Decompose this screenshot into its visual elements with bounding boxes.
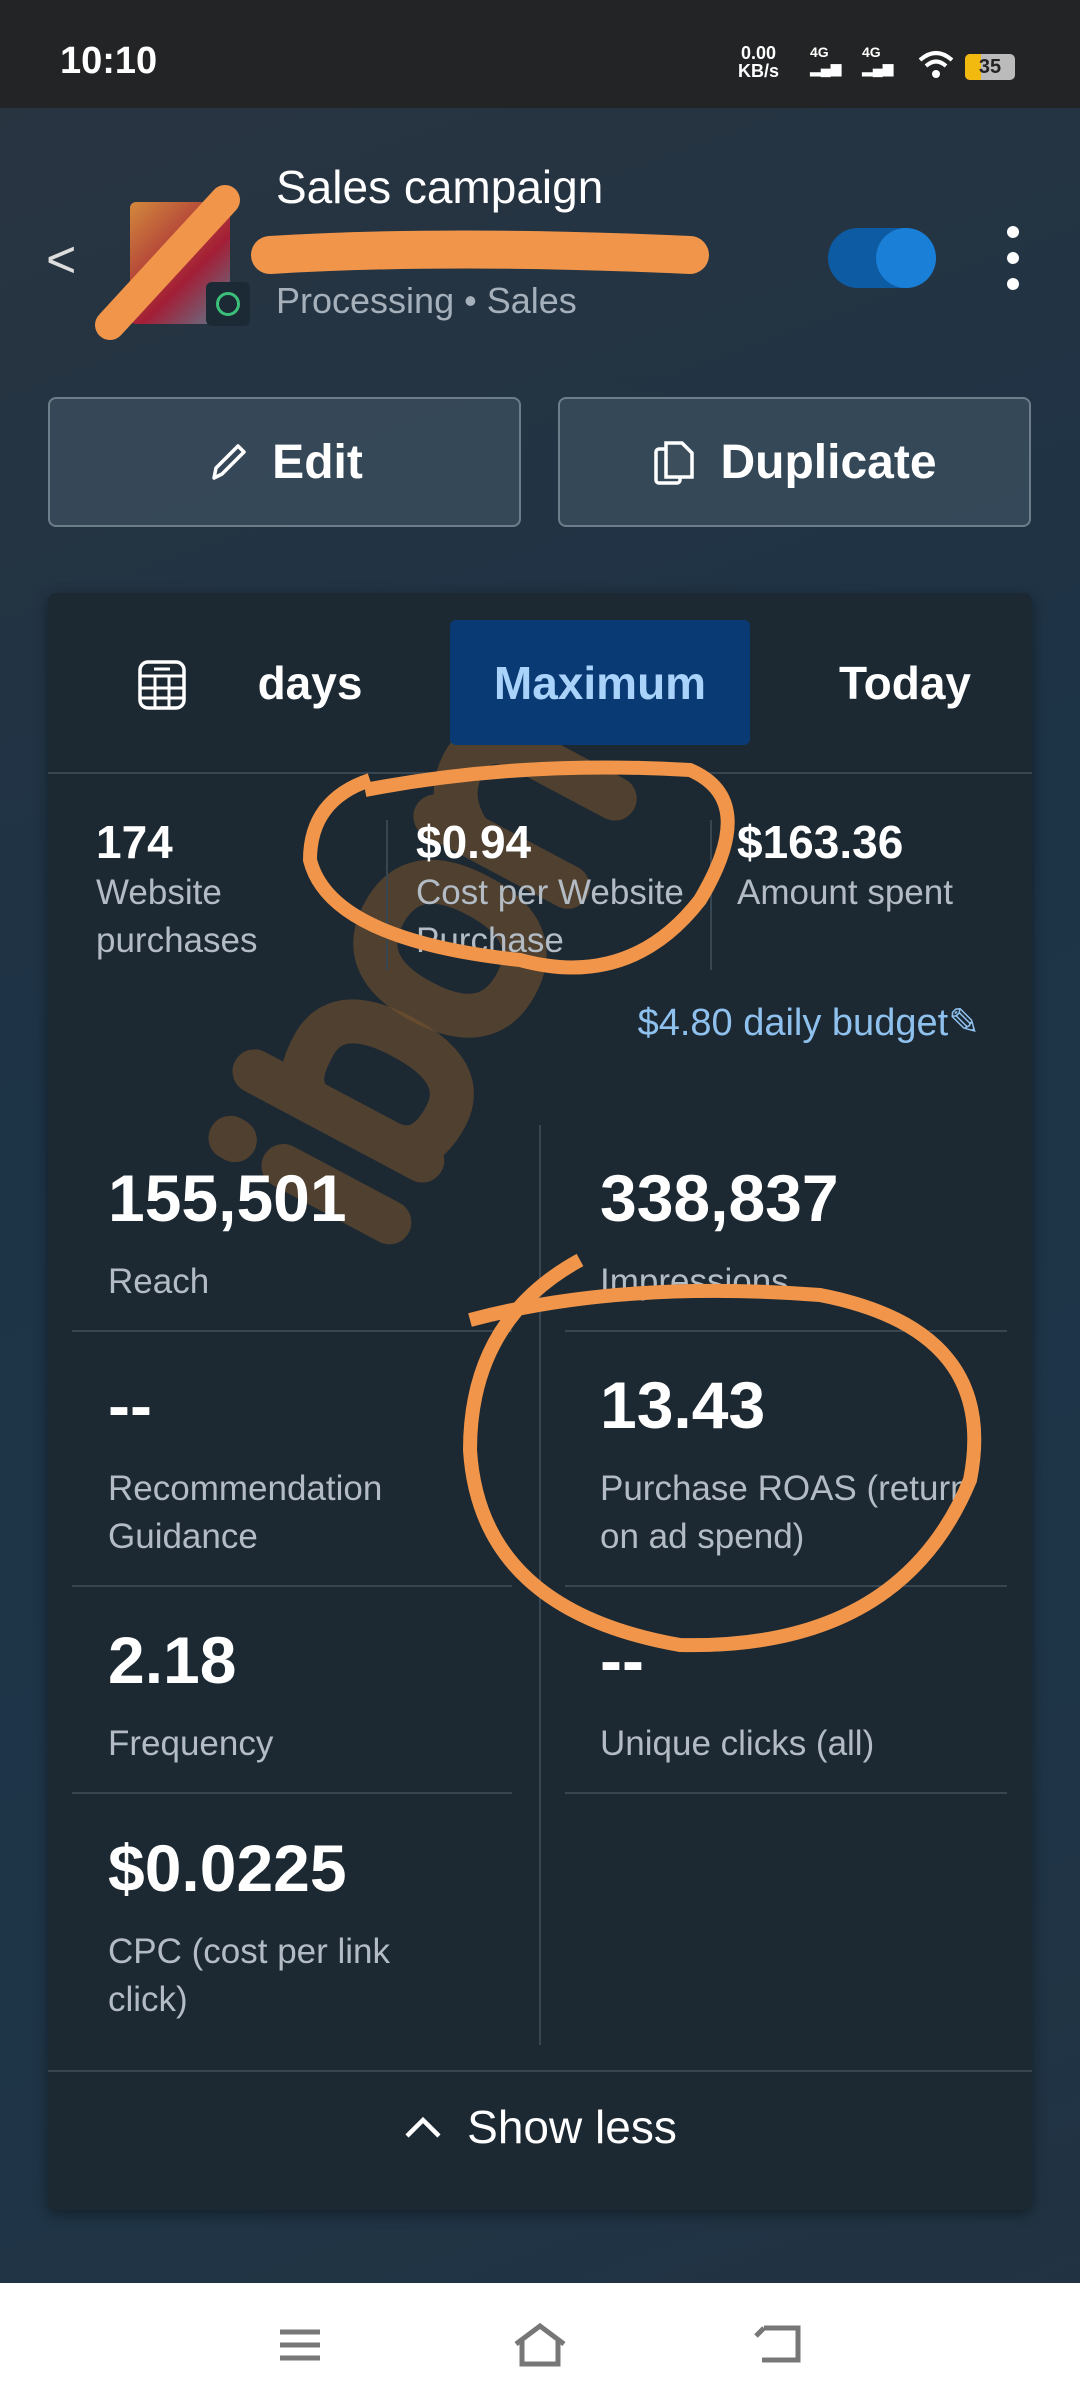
tab-today[interactable]: Today xyxy=(838,656,972,709)
status-time: 10:10 xyxy=(60,40,158,82)
metric-value: 338,837 xyxy=(600,1161,839,1235)
metric-label: Recommendation Guidance xyxy=(108,1469,383,1556)
metric-frequency: 2.18 Frequency xyxy=(108,1622,528,1768)
divider xyxy=(565,1585,1007,1587)
summary-value: $0.94 xyxy=(416,816,532,868)
metric-unique-clicks: -- Unique clicks (all) xyxy=(600,1622,1020,1768)
summary-value: $163.36 xyxy=(737,816,904,868)
divider xyxy=(72,1792,512,1794)
metric-label: Reach xyxy=(108,1262,210,1301)
summary-label: Website purchases xyxy=(96,873,258,960)
metric-purchase-roas: 13.43 Purchase ROAS (return on ad spend) xyxy=(600,1367,980,1561)
summary-label: Amount spent xyxy=(737,873,953,912)
back-nav-icon[interactable] xyxy=(750,2318,810,2372)
edit-label: Edit xyxy=(272,435,363,489)
duplicate-button[interactable]: Duplicate xyxy=(558,397,1031,527)
pencil-icon: ✎ xyxy=(948,1002,980,1044)
campaign-subtitle: Processing • Sales xyxy=(276,280,577,322)
tab-maximum[interactable]: Maximum xyxy=(450,620,750,745)
separator: • xyxy=(464,280,477,321)
summary-cost-per-purchase: $0.94 Cost per Website Purchase xyxy=(416,815,706,965)
campaign-toggle[interactable] xyxy=(828,228,936,288)
wifi-icon xyxy=(918,51,954,78)
system-nav-bar xyxy=(0,2283,1080,2408)
battery-icon: 35 xyxy=(965,54,1015,80)
home-icon[interactable] xyxy=(510,2318,570,2372)
metric-cpc: $0.0225 CPC (cost per link click) xyxy=(108,1830,448,2024)
daily-budget-link[interactable]: $4.80 daily budget✎ xyxy=(638,1000,980,1045)
divider xyxy=(539,1125,541,2045)
metric-impressions: 338,837 Impressions xyxy=(600,1160,1020,1306)
status-bar xyxy=(0,0,1080,108)
duplicate-icon xyxy=(654,441,695,485)
divider xyxy=(48,772,1032,774)
divider xyxy=(48,2070,1032,2072)
sim1-label: 4G xyxy=(810,44,829,60)
divider xyxy=(710,820,712,970)
show-less-button[interactable]: Show less xyxy=(0,2100,1080,2154)
metric-value: -- xyxy=(108,1368,152,1442)
divider xyxy=(72,1585,512,1587)
chevron-up-icon xyxy=(405,2116,441,2138)
campaign-objective: Sales xyxy=(486,280,577,321)
metric-label: Purchase ROAS (return on ad spend) xyxy=(600,1469,970,1556)
show-less-label: Show less xyxy=(467,2101,677,2153)
summary-value: 174 xyxy=(96,816,173,868)
back-button[interactable]: < xyxy=(46,231,77,289)
metric-label: CPC (cost per link click) xyxy=(108,1932,391,2019)
metric-value: -- xyxy=(600,1623,644,1697)
sim2-label: 4G xyxy=(862,44,881,60)
metric-reach: 155,501 Reach xyxy=(108,1160,528,1306)
redaction-mark xyxy=(251,230,709,274)
campaign-status: Processing xyxy=(276,280,455,321)
net-speed: 0.00 KB/s xyxy=(738,44,779,80)
battery-level: 35 xyxy=(978,56,1002,78)
menu-icon[interactable] xyxy=(270,2318,330,2372)
divider xyxy=(386,820,388,970)
edit-button[interactable]: Edit xyxy=(48,397,521,527)
calendar-icon[interactable] xyxy=(138,660,186,710)
metric-value: $0.0225 xyxy=(108,1831,347,1905)
more-options-icon[interactable] xyxy=(998,226,1028,292)
tab-days[interactable]: days xyxy=(257,656,363,709)
signal-icon-1: 4G ▂▄▆ xyxy=(810,44,842,76)
metric-label: Unique clicks (all) xyxy=(600,1724,875,1763)
duplicate-label: Duplicate xyxy=(720,435,937,489)
divider xyxy=(565,1330,1007,1332)
summary-label: Cost per Website Purchase xyxy=(416,873,684,960)
metric-value: 13.43 xyxy=(600,1368,766,1442)
daily-budget-text: $4.80 daily budget xyxy=(637,1002,949,1044)
pencil-icon xyxy=(212,444,246,480)
status-circle-icon xyxy=(206,282,250,326)
net-speed-unit: KB/s xyxy=(738,61,780,81)
divider xyxy=(565,1792,1007,1794)
signal-icon-2: 4G ▂▄▆ xyxy=(862,44,894,76)
campaign-title: Sales campaign xyxy=(276,161,604,213)
summary-website-purchases: 174 Website purchases xyxy=(96,815,376,965)
divider xyxy=(72,1330,512,1332)
metric-value: 155,501 xyxy=(108,1161,347,1235)
summary-amount-spent: $163.36 Amount spent xyxy=(737,815,1017,917)
metric-label: Frequency xyxy=(108,1724,274,1763)
metric-recommendation: -- Recommendation Guidance xyxy=(108,1367,428,1561)
metric-value: 2.18 xyxy=(108,1623,237,1697)
net-speed-value: 0.00 xyxy=(740,43,777,63)
metric-label: Impressions xyxy=(600,1262,789,1301)
